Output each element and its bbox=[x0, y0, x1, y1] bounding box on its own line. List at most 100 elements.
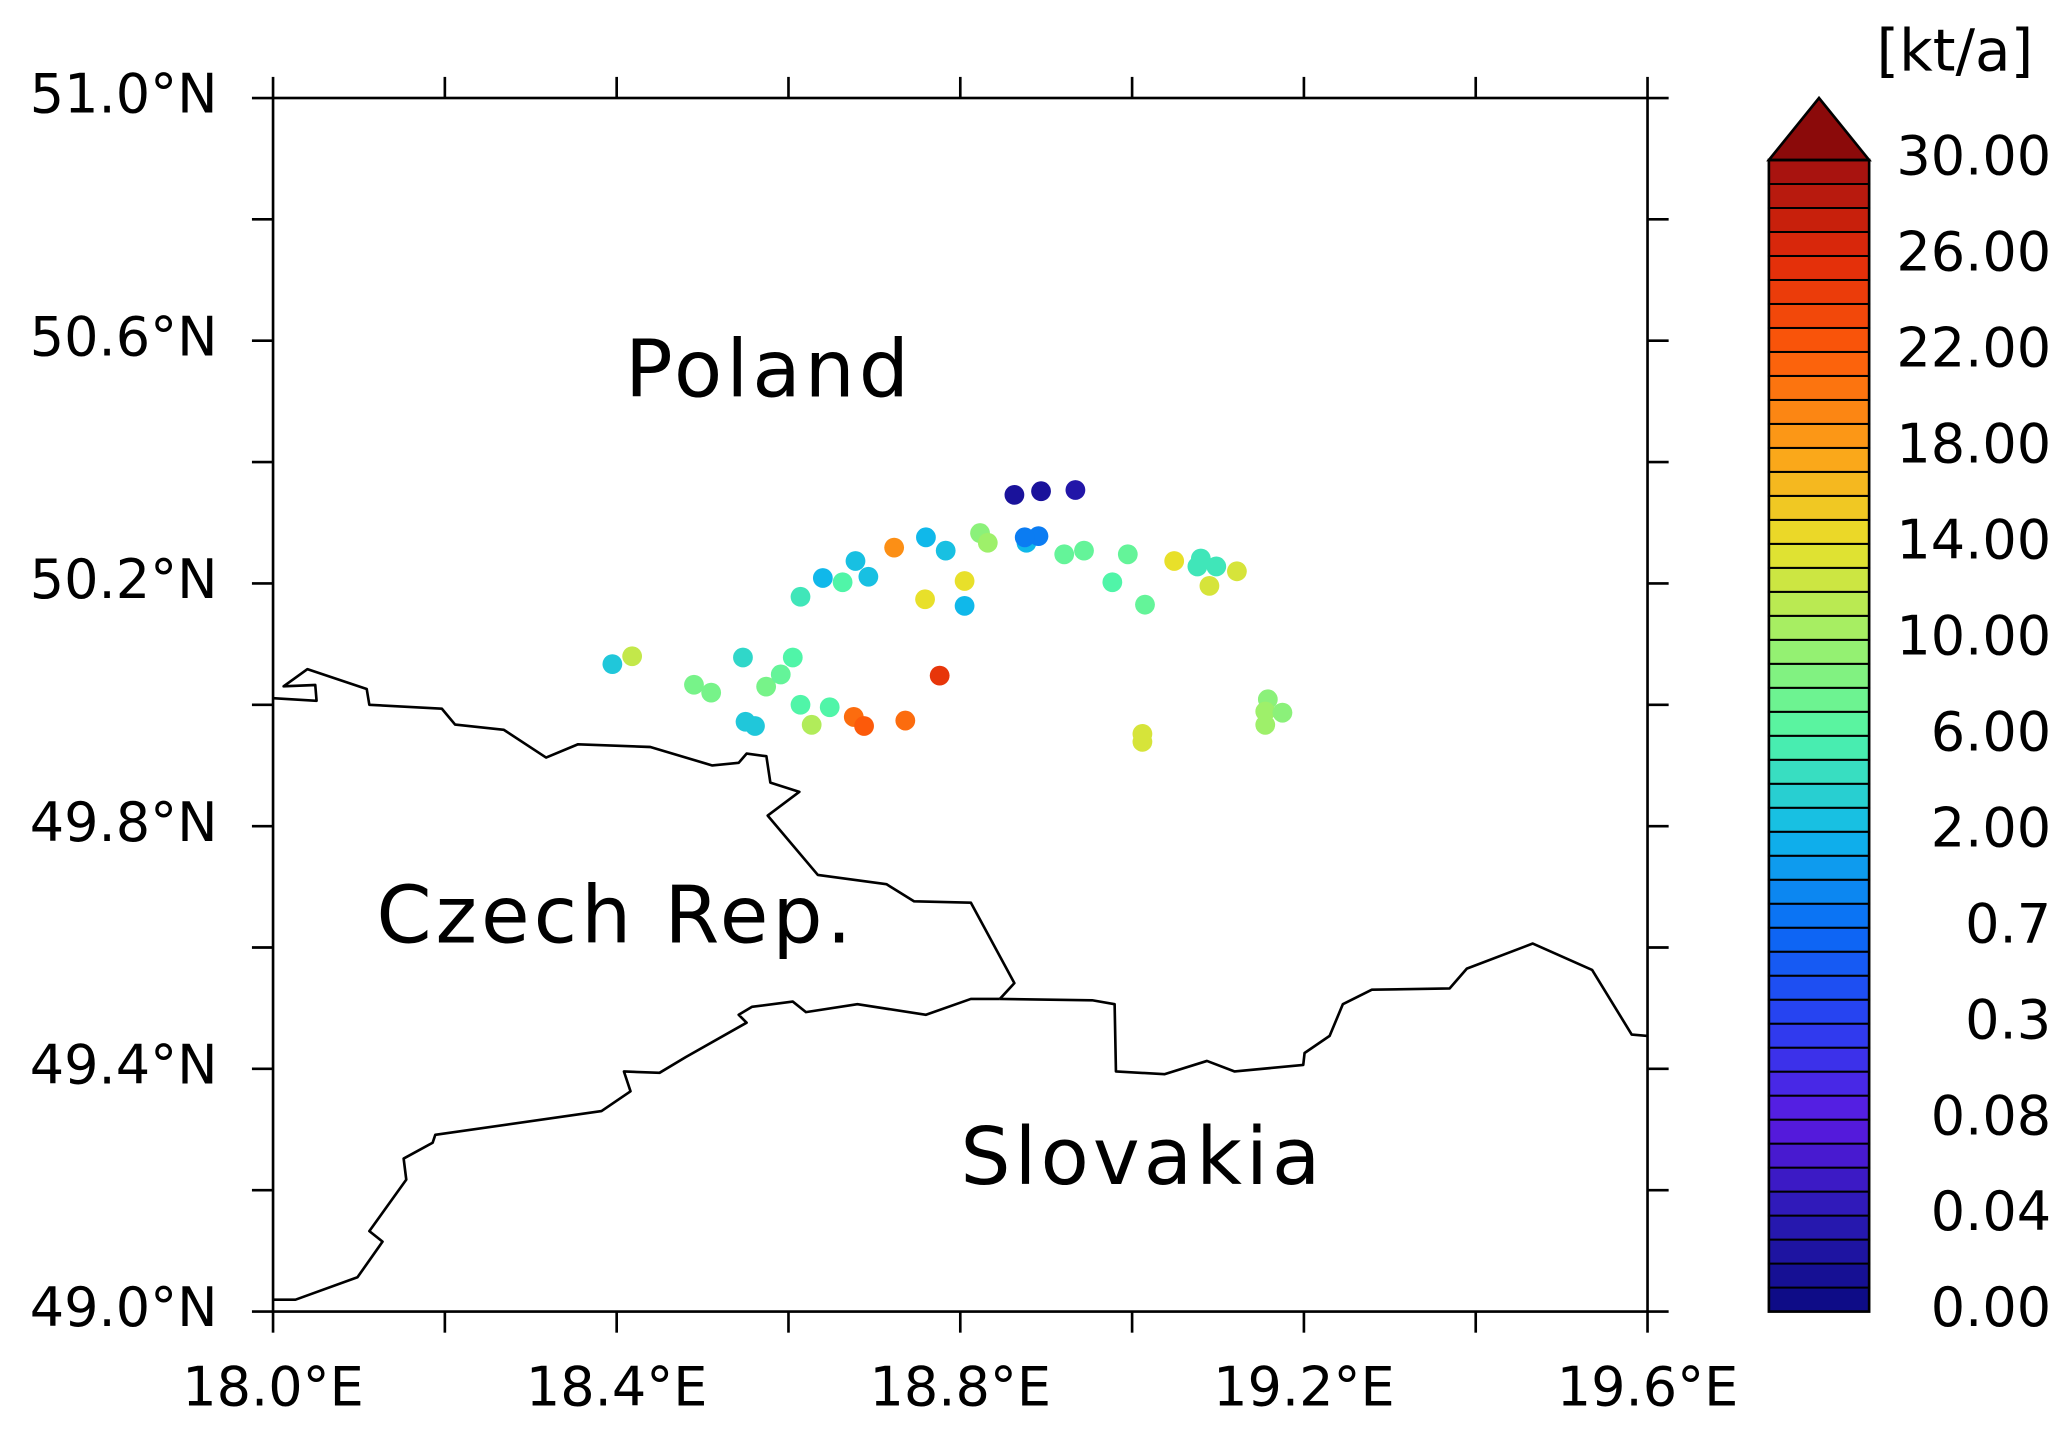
colorbar-box bbox=[1767, 1142, 1871, 1169]
y-tick-label: 49.0°N bbox=[30, 1276, 218, 1339]
colorbar-box bbox=[1767, 590, 1871, 617]
colorbar-box bbox=[1767, 782, 1871, 809]
colorbar-box bbox=[1767, 950, 1871, 977]
emission-point bbox=[916, 527, 936, 548]
emission-point bbox=[1227, 561, 1247, 582]
emission-point bbox=[770, 664, 791, 685]
emission-point bbox=[622, 646, 643, 667]
emission-point bbox=[782, 647, 803, 668]
emission-point bbox=[801, 714, 822, 735]
emission-point bbox=[1014, 527, 1035, 548]
x-tick-label: 19.2°E bbox=[1213, 1355, 1395, 1418]
y-tick-label: 50.6°N bbox=[30, 305, 218, 368]
colorbar-box bbox=[1767, 974, 1871, 1001]
emission-point bbox=[1031, 481, 1051, 502]
y-tick-label: 51.0°N bbox=[30, 63, 218, 126]
emission-point bbox=[1255, 714, 1276, 735]
emission-point bbox=[1164, 551, 1185, 571]
colorbar-box bbox=[1767, 806, 1871, 833]
emission-point bbox=[733, 647, 753, 668]
emission-point bbox=[1135, 594, 1155, 615]
colorbar-box bbox=[1767, 566, 1871, 593]
colorbar-box bbox=[1767, 446, 1871, 473]
emission-point bbox=[854, 716, 874, 736]
border-poland-slovakia bbox=[999, 942, 1648, 1076]
country-label: Slovakia bbox=[960, 1111, 1324, 1203]
colorbar-box bbox=[1767, 183, 1871, 209]
border-czech-slovakia bbox=[273, 997, 1000, 1302]
emission-point bbox=[1054, 544, 1075, 565]
emission-point bbox=[1102, 572, 1123, 593]
colorbar-box bbox=[1767, 326, 1871, 353]
emission-point bbox=[895, 710, 916, 731]
y-tick-label: 49.8°N bbox=[30, 791, 218, 854]
colorbar-box bbox=[1767, 1262, 1871, 1289]
y-tick-label: 49.4°N bbox=[30, 1033, 218, 1096]
emission-point bbox=[1272, 702, 1293, 723]
colorbar-box bbox=[1767, 230, 1871, 257]
emission-point bbox=[812, 568, 833, 588]
emission-point bbox=[954, 571, 975, 591]
emission-point bbox=[1004, 484, 1025, 505]
emission-point bbox=[1065, 480, 1086, 500]
emission-point bbox=[1206, 556, 1227, 577]
colorbar-box bbox=[1767, 662, 1871, 689]
emission-point bbox=[858, 566, 879, 587]
colorbar-box bbox=[1767, 686, 1871, 713]
colorbar-box bbox=[1767, 926, 1871, 953]
colorbar-label: 10.00 bbox=[1896, 604, 2051, 667]
colorbar-label: 0.08 bbox=[1931, 1084, 2051, 1147]
emission-point bbox=[701, 682, 722, 703]
border-poland-czech bbox=[272, 667, 1016, 1000]
colorbar-box bbox=[1767, 350, 1871, 377]
emission-point bbox=[977, 532, 998, 553]
y-tick-label: 50.2°N bbox=[30, 548, 218, 611]
colorbar-box bbox=[1767, 902, 1871, 929]
colorbar-box bbox=[1767, 470, 1871, 497]
colorbar-label: 14.00 bbox=[1896, 509, 2051, 572]
emission-point bbox=[790, 694, 811, 715]
colorbar-box bbox=[1767, 1166, 1871, 1193]
colorbar-box bbox=[1767, 206, 1871, 233]
colorbar-label: 22.00 bbox=[1896, 317, 2051, 380]
emission-point bbox=[832, 572, 853, 593]
country-label: Poland bbox=[625, 324, 913, 416]
country-borders bbox=[272, 667, 1648, 1302]
emission-point bbox=[602, 654, 623, 675]
colorbar-label: 2.00 bbox=[1931, 796, 2051, 859]
colorbar-box bbox=[1767, 878, 1871, 905]
colorbar-box bbox=[1767, 494, 1871, 521]
colorbar-over-triangle bbox=[1766, 95, 1872, 162]
colorbar-box bbox=[1767, 159, 1871, 185]
x-tick-label: 18.0°E bbox=[182, 1355, 364, 1418]
colorbar-box bbox=[1767, 1286, 1871, 1313]
colorbar-box bbox=[1767, 1214, 1871, 1241]
colorbar-box bbox=[1767, 518, 1871, 545]
colorbar-label: 30.00 bbox=[1896, 125, 2051, 188]
colorbar-title: [kt/a] bbox=[1877, 17, 2034, 85]
emission-point bbox=[745, 716, 765, 736]
emission-point bbox=[1074, 540, 1094, 561]
colorbar-label: 0.7 bbox=[1965, 892, 2051, 955]
colorbar-box bbox=[1767, 638, 1871, 665]
emission-point bbox=[790, 586, 811, 607]
colorbar-box bbox=[1767, 278, 1871, 305]
emission-point bbox=[929, 665, 950, 686]
colorbar-label: 0.00 bbox=[1931, 1276, 2051, 1339]
colorbar-box bbox=[1767, 734, 1871, 761]
colorbar-box bbox=[1767, 710, 1871, 737]
colorbar-box bbox=[1767, 1094, 1871, 1121]
colorbar-box bbox=[1767, 1022, 1871, 1049]
colorbar-box bbox=[1767, 1238, 1871, 1265]
colorbar-box bbox=[1767, 830, 1871, 857]
emission-point bbox=[1199, 575, 1220, 596]
colorbar-box bbox=[1767, 422, 1871, 449]
x-tick-label: 18.4°E bbox=[526, 1355, 708, 1418]
colorbar-label: 0.3 bbox=[1965, 988, 2051, 1051]
colorbar-box bbox=[1767, 302, 1871, 329]
colorbar-label: 26.00 bbox=[1896, 221, 2051, 284]
colorbar-box bbox=[1767, 1070, 1871, 1097]
colorbar-box bbox=[1767, 374, 1871, 401]
colorbar-label: 6.00 bbox=[1931, 700, 2051, 763]
